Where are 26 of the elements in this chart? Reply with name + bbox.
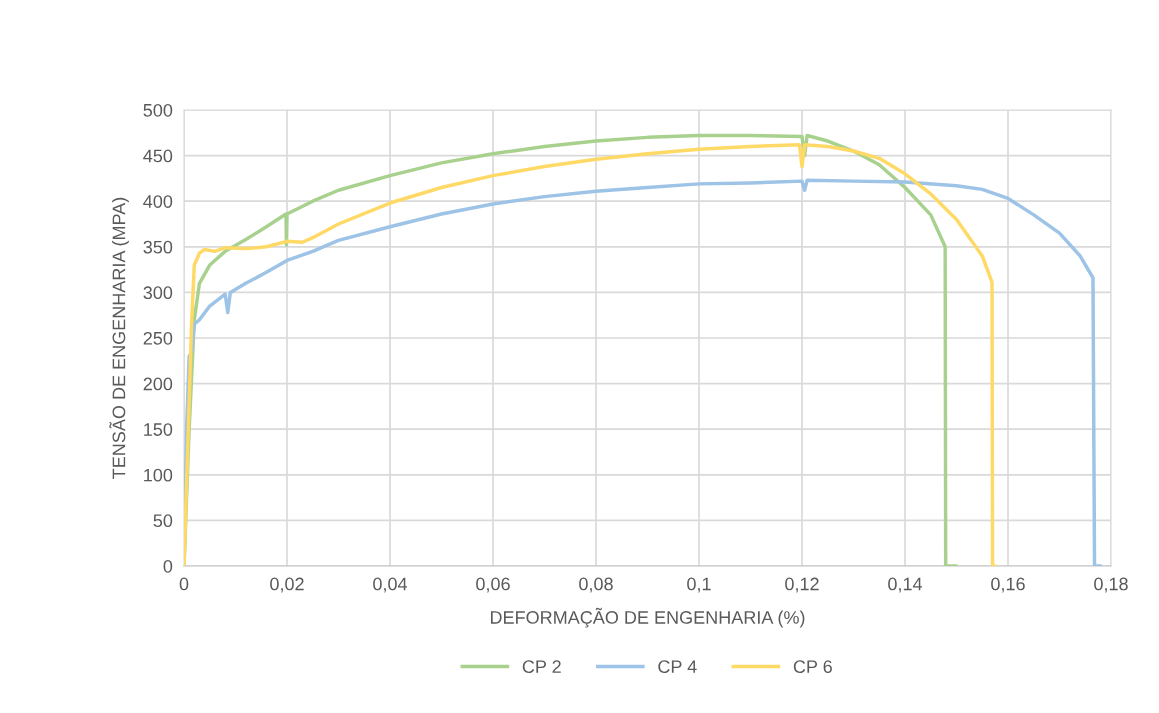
y-tick-label: 50 — [153, 514, 173, 528]
x-axis-title: DEFORMAÇÃO DE ENGENHARIA (%) — [490, 607, 805, 628]
x-tick-label: 0,14 — [888, 577, 923, 593]
x-tick-label: 0,06 — [476, 577, 510, 593]
x-tick-label: 0,18 — [1094, 577, 1128, 593]
y-tick-label: 200 — [143, 377, 173, 391]
x-tick-label: 0,16 — [991, 577, 1025, 593]
x-tick-label: 0 — [179, 577, 189, 591]
legend-label: CP 2 — [522, 660, 561, 674]
y-tick-label: 400 — [143, 195, 173, 208]
y-tick-label: 250 — [143, 331, 173, 345]
x-tick-label: 0,1 — [687, 577, 711, 593]
y-axis-title: TENSÃO DE ENGENHARIA (MPA) — [109, 197, 129, 479]
y-tick-label: 100 — [144, 468, 173, 482]
y-tick-label: 500 — [143, 103, 173, 117]
x-tick-label: 0,08 — [579, 577, 613, 593]
y-tick-label: 450 — [143, 149, 173, 163]
y-tick-label: 350 — [143, 240, 173, 254]
y-tick-label: 0 — [163, 559, 173, 573]
y-tick-label: 300 — [143, 286, 173, 300]
legend-label: CP 6 — [793, 660, 832, 674]
legend-label: CP 4 — [658, 660, 697, 674]
x-tick-label: 0,12 — [785, 577, 819, 593]
y-tick-label: 150 — [144, 423, 173, 436]
x-tick-label: 0,04 — [373, 577, 408, 593]
x-tick-label: 0,02 — [270, 577, 304, 593]
